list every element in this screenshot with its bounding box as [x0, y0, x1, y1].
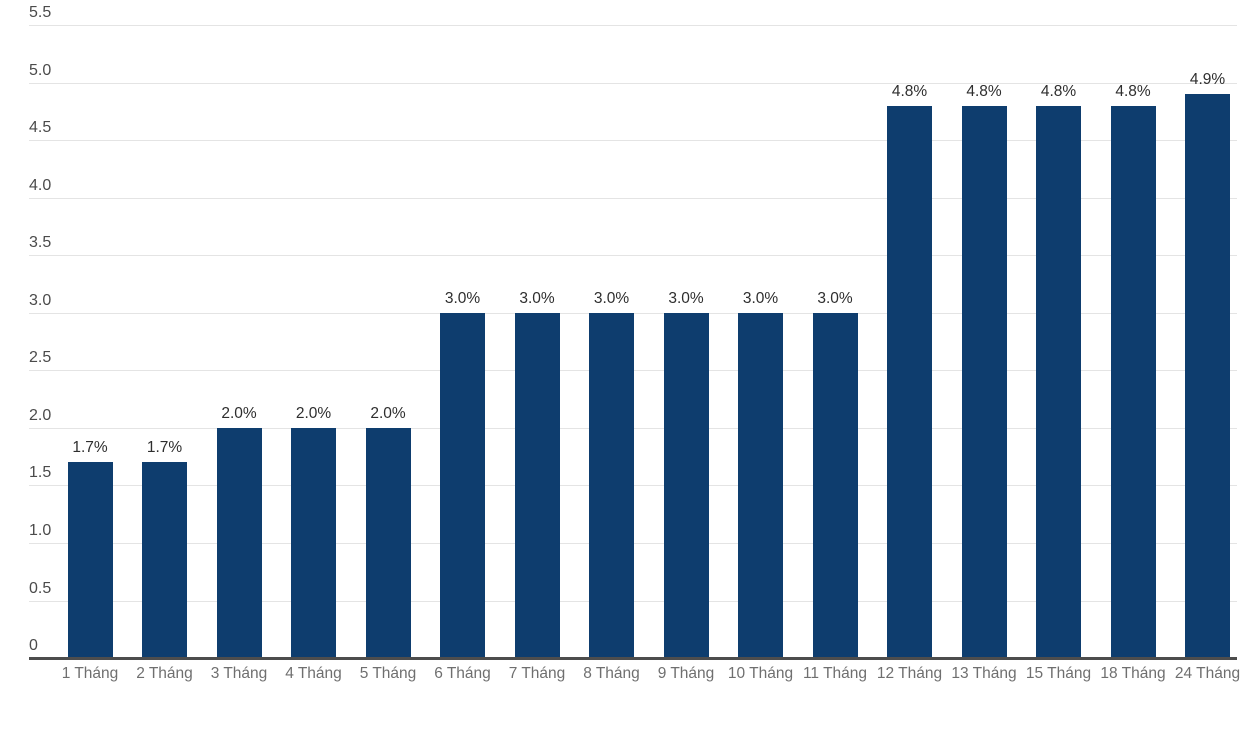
- y-tick-label: 0: [29, 637, 38, 654]
- y-tick-label: 3.0: [29, 291, 52, 309]
- bar: [142, 462, 187, 658]
- bar-value-label: 3.0%: [519, 289, 555, 307]
- bar-value-label: 1.7%: [146, 439, 183, 457]
- bar-value-label: 3.0%: [668, 289, 704, 307]
- bar: [365, 427, 411, 658]
- bar: [738, 312, 783, 658]
- y-tick-label: 5.5: [29, 4, 52, 21]
- bar: [67, 462, 113, 658]
- bar-value-label: 1.7%: [72, 439, 108, 457]
- bar: [663, 312, 709, 658]
- bar-value-label: 3.0%: [817, 289, 853, 307]
- bar: [1036, 105, 1081, 658]
- x-tick-label: 1 Tháng: [61, 665, 119, 682]
- gridline: [29, 255, 1237, 257]
- y-tick-label: 2.5: [29, 349, 52, 367]
- bar-value-label: 4.8%: [891, 82, 928, 100]
- bar: [216, 427, 262, 658]
- bar-value-label: 3.0%: [444, 289, 481, 307]
- y-tick-label: 3.5: [29, 234, 52, 252]
- y-tick-label: 2.0: [29, 406, 52, 424]
- x-tick-label: 4 Tháng: [285, 665, 342, 682]
- bar-value-label: 4.9%: [1189, 71, 1226, 88]
- bar: [589, 312, 634, 658]
- x-tick-label: 3 Tháng: [210, 665, 268, 682]
- bar: [961, 105, 1007, 658]
- x-tick-label: 10 Tháng: [727, 665, 794, 682]
- x-tick-label: 9 Tháng: [657, 665, 715, 682]
- bar: [291, 427, 336, 658]
- x-axis-line: [29, 657, 1237, 660]
- y-tick-label: 5.0: [29, 61, 52, 79]
- bar-value-label: 3.0%: [742, 289, 779, 307]
- x-tick-label: 5 Tháng: [359, 665, 417, 682]
- bar-value-label: 4.8%: [1040, 82, 1077, 100]
- gridline: [29, 197, 1237, 199]
- x-tick-label: 12 Tháng: [876, 665, 943, 682]
- bar-value-label: 2.0%: [295, 404, 332, 422]
- gridline: [29, 25, 1237, 26]
- bar: [887, 105, 932, 658]
- bar: [514, 312, 560, 658]
- y-tick-label: 4.5: [29, 119, 52, 137]
- gridline: [29, 82, 1237, 84]
- bar-value-label: 3.0%: [593, 289, 630, 307]
- bar-value-label: 2.0%: [221, 404, 257, 422]
- y-tick-label: 4.0: [29, 176, 52, 194]
- x-tick-label: 2 Tháng: [136, 665, 193, 682]
- x-tick-label: 18 Tháng: [1100, 665, 1166, 682]
- bar-value-label: 4.8%: [966, 82, 1002, 100]
- bar-value-label: 4.8%: [1115, 82, 1151, 100]
- y-tick-label: 1.5: [29, 464, 52, 482]
- gridline: [29, 140, 1237, 142]
- bar: [1110, 105, 1156, 658]
- x-tick-label: 13 Tháng: [951, 665, 1017, 682]
- y-tick-label: 0.5: [29, 579, 52, 597]
- y-tick-label: 1.0: [29, 521, 52, 539]
- x-tick-label: 15 Tháng: [1025, 665, 1092, 682]
- bar: [812, 312, 858, 658]
- x-tick-label: 8 Tháng: [583, 665, 640, 682]
- bar: [440, 312, 485, 658]
- bar-value-label: 2.0%: [370, 404, 406, 422]
- x-tick-label: 7 Tháng: [508, 665, 566, 682]
- bar: [1185, 94, 1230, 658]
- x-tick-label: 11 Tháng: [802, 665, 868, 682]
- x-tick-label: 24 Tháng: [1174, 665, 1241, 682]
- x-tick-label: 6 Tháng: [434, 665, 491, 682]
